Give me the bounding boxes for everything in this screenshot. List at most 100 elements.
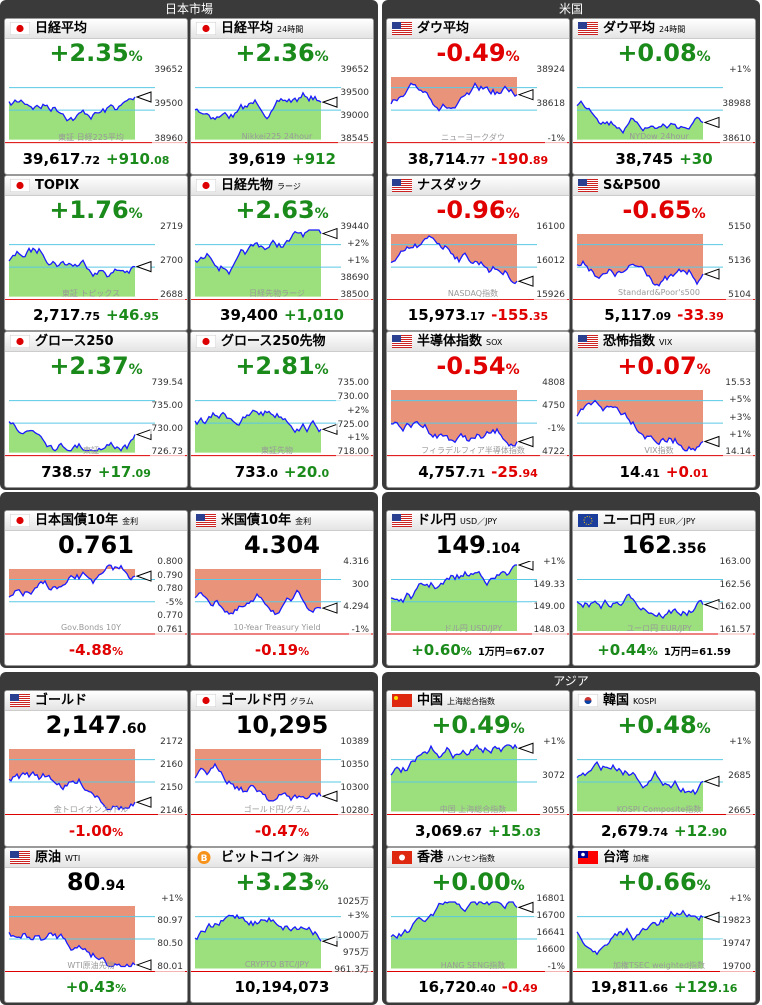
tile-name: グロース250先物: [221, 332, 326, 351]
sparkline: [387, 561, 569, 635]
headline: 10,295: [191, 711, 373, 739]
watermark: フィラデルフィア半導体指数: [421, 445, 525, 455]
panel-title: アジア: [553, 674, 589, 688]
tile-name: ダウ平均: [417, 19, 469, 38]
headline-main: -0.49: [436, 39, 506, 67]
bottom-small: .01: [688, 466, 709, 480]
axis-label: -1%: [349, 625, 371, 635]
sparkline: [573, 579, 755, 635]
headline: 4.304: [191, 531, 373, 559]
axis-label: +1%: [727, 65, 753, 75]
bottom-group: 39,619: [228, 150, 286, 168]
bottom-group: 39,617.72: [23, 150, 100, 168]
bottom-line: 3,069.67 +15.03: [387, 822, 569, 840]
area: [195, 92, 321, 140]
bottom-main: 733: [234, 462, 267, 481]
bottom-group: +20.0: [284, 463, 329, 481]
headline: 80.94: [5, 868, 187, 896]
headline-small: %: [505, 49, 520, 65]
price-line: [194, 589, 322, 616]
name: ナスダック: [417, 177, 483, 193]
bottom-small: .08: [149, 153, 170, 167]
bottom-small: .09: [651, 310, 672, 324]
bottom-line: 38,714.77 -190.89: [387, 150, 569, 168]
name: 日本国債10年: [35, 513, 119, 528]
axis-label: 162.00: [717, 602, 753, 613]
tile: 韓国 KOSPI +1% 2685 2665 KOSPI Composite指数 +0.48…: [572, 690, 756, 847]
axis-label: 2150: [158, 782, 185, 793]
headline-small: %: [510, 721, 525, 737]
bottom-line: 15,973.17 -155.35: [387, 306, 569, 324]
sparkline: [573, 908, 755, 972]
area: [9, 421, 135, 453]
headline-small: .94: [100, 877, 126, 894]
headline-small: .104: [485, 541, 521, 557]
watermark: ユーロ円 EUR/JPY: [626, 624, 692, 633]
bottom-main: +0.43: [65, 978, 116, 996]
sparkline: [5, 87, 187, 144]
area: [9, 97, 135, 140]
bottom-small: .40: [476, 982, 496, 995]
panel: 日本市場 日経平均 39652 39500 38960 東証 日経225平均 +2.35% 3…: [0, 0, 378, 490]
headline: -0.96%: [387, 196, 569, 224]
watermark: 中国 上海総合指数: [439, 804, 507, 814]
tile-header: 原油 WTI: [5, 847, 187, 868]
marker: [321, 227, 338, 239]
headline-main: +2.63: [235, 195, 315, 224]
bottom-group: 2,717.75: [33, 306, 100, 324]
axis-label: +1%: [727, 429, 753, 440]
axis-label: 163.00: [717, 557, 753, 567]
watermark: HANG SENG指数: [440, 961, 506, 970]
bottom-line: -1.00%: [5, 822, 187, 840]
bottom-group: 39,400: [220, 306, 278, 324]
headline-main: 2,147: [45, 711, 122, 739]
bottom-line: -0.47%: [191, 822, 373, 840]
price-line: [8, 770, 136, 811]
subname: 金利: [295, 517, 312, 526]
axis-label: 148.03: [531, 625, 567, 635]
panel-title: 米国: [558, 2, 583, 16]
name: 中国: [417, 693, 444, 708]
headline: +2.37%: [5, 352, 187, 380]
bottom-small: %: [298, 825, 310, 839]
bottom-main: 19,811: [590, 978, 649, 996]
axis-label: 735.00: [149, 401, 185, 412]
axis-label: 5104: [726, 290, 753, 301]
flag: [10, 335, 30, 349]
subname: 24時間: [659, 25, 686, 34]
sparkline: [191, 749, 373, 815]
bottom-small: .94: [518, 466, 538, 480]
area: [195, 914, 321, 968]
tile-header: ダウ平均 24時間: [573, 19, 755, 39]
flag: [196, 514, 216, 527]
tile-header: 半導体指数 SOX: [387, 332, 569, 353]
tile-header: 台湾 加権: [573, 847, 755, 868]
headline-small: %: [696, 721, 711, 737]
bottom-line: -0.19%: [191, 641, 373, 659]
watermark: Standard&Poor's500: [618, 288, 700, 298]
subname: VIX: [659, 338, 673, 348]
tile-name: 恐怖指数 VIX: [603, 332, 672, 352]
bottom-main: -0.47: [254, 821, 299, 840]
flag: [10, 22, 30, 35]
tile-header: ユーロ円 EUR／JPY: [573, 511, 755, 531]
panel: ドル円 USD／JPY +1% 149.33 149.00 148.03 ドル円 USD/J…: [382, 492, 760, 668]
subname: WTI: [65, 853, 81, 863]
tile: B ビットコイン 海外 1025万 +3% 1000万 975万 961.3万 CRYPTO B…: [190, 846, 374, 1003]
price-line: [576, 908, 704, 956]
bottom-main: 14: [619, 462, 641, 481]
headline: +0.48%: [573, 711, 755, 739]
bottom-group: -33.39: [677, 306, 724, 324]
headline-main: 4.304: [244, 531, 320, 559]
bottom-main: -190: [491, 149, 529, 168]
marker: [517, 561, 534, 571]
name: ドル円: [417, 513, 457, 528]
sparkline: [573, 233, 755, 300]
flag: B: [197, 850, 211, 864]
axis-label: 5150: [726, 221, 753, 232]
tile: 米国債10年 金利 4.316 300 4.294 -1% 10-Year Treasury…: [190, 510, 374, 666]
headline: +3.23%: [191, 868, 373, 896]
bottom-main: 1万円=61.59: [663, 647, 731, 658]
bottom-group: +46.95: [106, 306, 159, 324]
axis-label: 39652: [338, 65, 371, 75]
